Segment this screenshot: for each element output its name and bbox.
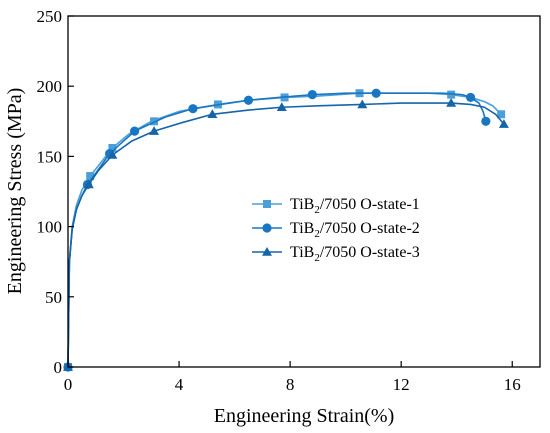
data-point-circle [130,126,140,136]
legend-entry: TiB2/7050 O-state-2 [252,220,420,240]
data-point-triangle [357,99,368,109]
data-point-triangle [446,98,457,107]
data-point-circle [188,104,198,114]
series-group [63,98,509,371]
y-tick-label: 0 [54,358,63,377]
legend-entry: TiB2/7050 O-state-3 [252,244,420,264]
x-tick-label: 4 [175,375,184,394]
x-axis-title: Engineering Strain(%) [214,405,395,427]
x-tick-label: 16 [504,375,521,394]
legend-label: TiB2/7050 O-state-3 [290,244,420,264]
data-point-triangle [83,179,94,189]
data-point-square [150,117,159,126]
data-point-circle [243,95,254,105]
data-point-triangle [207,109,218,119]
y-tick-label: 250 [37,7,63,26]
x-tick-label: 12 [393,375,410,394]
legend: TiB2/7050 O-state-1 TiB2/7050 O-state-2 Ti… [252,196,420,264]
series-line [67,102,505,368]
legend-label: TiB2/7050 O-state-1 [290,196,420,216]
data-point-circle [371,88,381,98]
series-line [67,92,487,368]
legend-label: TiB2/7050 O-state-2 [290,220,420,240]
legend-entry: TiB2/7050 O-state-1 [252,196,420,216]
x-tick-label: 0 [64,375,73,394]
ticks-layer: 0 4 8 12 16 0 50 100 150 200 250 [37,7,521,394]
data-point-triangle [149,126,160,135]
data-point-square [447,90,456,99]
series-group [63,88,491,372]
data-point-circle [481,116,491,126]
y-tick-label: 100 [37,218,63,237]
data-point-square [86,172,95,181]
y-axis-title: Engineering Stress (MPa) [4,88,26,295]
y-tick-label: 200 [37,77,63,96]
plot-frame [67,15,541,368]
data-point-triangle [107,149,118,159]
data-point-circle [465,92,476,103]
data-point-square [108,143,117,152]
data-point-triangle [276,102,287,112]
x-tick-label: 8 [286,375,295,394]
y-tick-label: 150 [37,147,63,166]
data-point-triangle [262,247,272,256]
data-point-circle [307,90,317,100]
y-tick-label: 50 [45,288,62,307]
data-point-triangle [498,119,509,128]
series-layer [63,88,509,372]
data-point-square [497,110,506,119]
data-point-square [263,200,271,208]
data-point-circle [262,223,272,233]
